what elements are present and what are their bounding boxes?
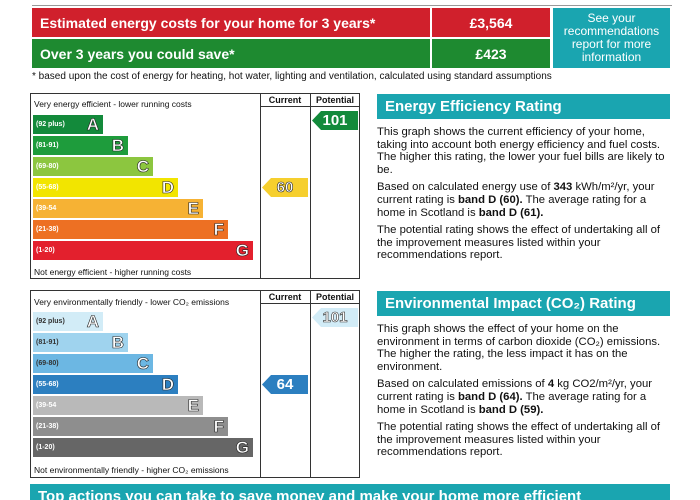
current-column-divider xyxy=(260,291,261,477)
band-range: (39-54 xyxy=(36,205,57,212)
band-a: (92 plus) A xyxy=(33,114,103,134)
band-letter: C xyxy=(136,156,149,176)
energy-para-3: The potential rating shows the effect of… xyxy=(377,224,661,262)
band-letter: G xyxy=(235,240,249,260)
environmental-rating-description: This graph shows the effect of your home… xyxy=(377,323,670,464)
band-g: (1-20) G xyxy=(33,240,253,260)
band-g: (1-20) G xyxy=(33,437,253,457)
band-c: (69-80) C xyxy=(33,353,153,373)
energy-costs-row: Estimated energy costs for your home for… xyxy=(32,8,550,37)
top-actions-banner: Top actions you can take to save money a… xyxy=(30,484,670,500)
environment-para-1: This graph shows the effect of your home… xyxy=(377,323,661,373)
band-letter: A xyxy=(86,311,99,331)
potential-rating-arrow: 101 xyxy=(312,308,358,327)
band-d: (55-68) D xyxy=(33,177,178,197)
band-range: (1-20) xyxy=(36,247,55,254)
energy-rating-description: This graph shows the current efficiency … xyxy=(377,126,670,267)
band-range: (39-54 xyxy=(36,402,57,409)
band-a: (92 plus) A xyxy=(33,311,103,331)
band-range: (55-68) xyxy=(36,184,59,191)
band-e: (39-54 E xyxy=(33,198,203,218)
band-letter: F xyxy=(213,416,224,436)
band-d: (55-68) D xyxy=(33,374,178,394)
environmental-impact-chart: Very environmentally friendly - lower CO… xyxy=(30,290,360,478)
band-letter: C xyxy=(136,353,149,373)
band-range: (21-38) xyxy=(36,226,59,233)
current-rating-value: 60 xyxy=(276,179,294,197)
environmental-rating-title: Environmental Impact (CO₂) Rating xyxy=(377,291,670,316)
band-range: (92 plus) xyxy=(36,121,65,128)
potential-header: Potential xyxy=(315,95,354,105)
current-rating-arrow: 60 xyxy=(262,178,308,197)
recommendations-link[interactable]: See your recommendations report for more… xyxy=(553,8,670,68)
band-letter: G xyxy=(235,437,249,457)
header-line xyxy=(260,106,359,107)
savings-row: Over 3 years you could save* £423 xyxy=(32,39,550,68)
energy-rating-title: Energy Efficiency Rating xyxy=(377,94,670,119)
current-column-divider xyxy=(260,94,261,278)
band-letter: E xyxy=(187,395,199,415)
band-b: (81-91) B xyxy=(33,332,128,352)
top-strip xyxy=(32,0,672,6)
band-letter: B xyxy=(111,332,124,352)
header-line xyxy=(260,303,359,304)
band-range: (55-68) xyxy=(36,381,59,388)
savings-value: £423 xyxy=(430,39,550,68)
cost-footnote: * based upon the cost of energy for heat… xyxy=(32,71,552,82)
band-range: (69-80) xyxy=(36,163,59,170)
current-rating-arrow: 64 xyxy=(262,375,308,394)
band-range: (92 plus) xyxy=(36,318,65,325)
band-range: (21-38) xyxy=(36,423,59,430)
current-rating-value: 64 xyxy=(276,376,294,393)
environment-para-3: The potential rating shows the effect of… xyxy=(377,421,661,459)
band-letter: D xyxy=(161,374,174,394)
band-letter: B xyxy=(111,135,124,155)
potential-rating-arrow: 101 xyxy=(312,111,358,130)
band-b: (81-91) B xyxy=(33,135,128,155)
chart-top-caption: Very environmentally friendly - lower CO… xyxy=(34,297,230,307)
potential-rating-value: 101 xyxy=(322,309,348,327)
energy-costs-label: Estimated energy costs for your home for… xyxy=(32,8,430,37)
potential-header: Potential xyxy=(315,292,354,302)
energy-efficiency-chart: Very energy efficient - lower running co… xyxy=(30,93,360,279)
chart-top-caption: Very energy efficient - lower running co… xyxy=(34,99,192,109)
band-range: (1-20) xyxy=(36,444,55,451)
potential-rating-value: 101 xyxy=(322,112,348,129)
energy-para-2: Based on calculated energy use of 343 kW… xyxy=(377,181,655,219)
band-range: (81-91) xyxy=(36,142,59,149)
chart-bottom-caption: Not energy efficient - higher running co… xyxy=(34,267,192,277)
band-range: (81-91) xyxy=(36,339,59,346)
band-c: (69-80) C xyxy=(33,156,153,176)
chart-bottom-caption: Not environmentally friendly - higher CO… xyxy=(34,465,229,475)
band-letter: A xyxy=(86,114,99,134)
energy-para-1: This graph shows the current efficiency … xyxy=(377,126,665,176)
band-letter: E xyxy=(187,198,199,218)
current-header: Current xyxy=(268,292,302,302)
band-letter: F xyxy=(213,219,224,239)
potential-column-divider xyxy=(310,291,311,477)
current-header: Current xyxy=(268,95,302,105)
band-e: (39-54 E xyxy=(33,395,203,415)
energy-costs-value: £3,564 xyxy=(430,8,550,37)
band-letter: D xyxy=(161,177,174,197)
savings-label: Over 3 years you could save* xyxy=(32,39,430,68)
band-f: (21-38) F xyxy=(33,219,228,239)
potential-column-divider xyxy=(310,94,311,278)
environment-para-2: Based on calculated emissions of 4 kg CO… xyxy=(377,378,653,416)
band-f: (21-38) F xyxy=(33,416,228,436)
band-range: (69-80) xyxy=(36,360,59,367)
